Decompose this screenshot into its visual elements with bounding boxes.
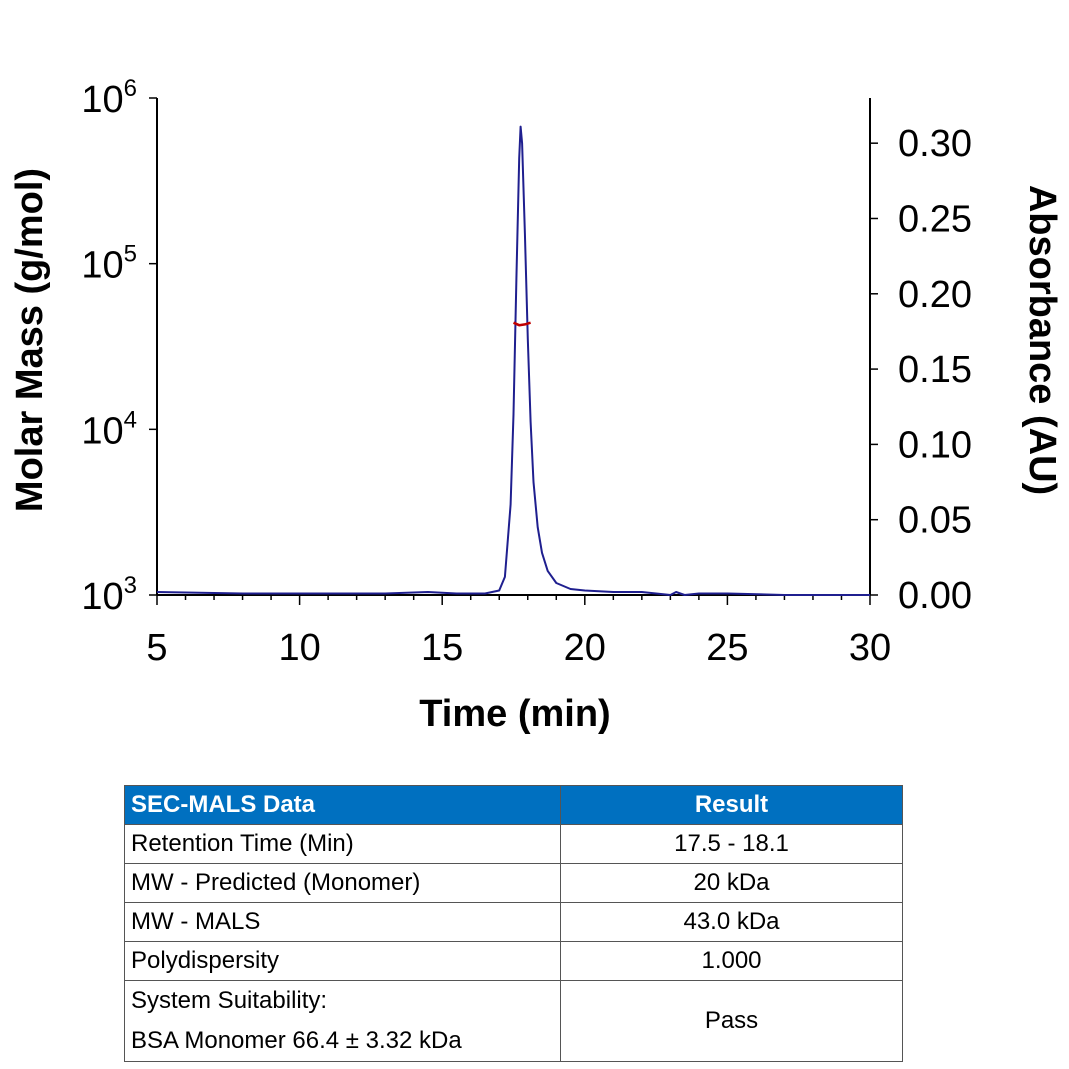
y-right-tick-label: 0.05 (898, 500, 972, 542)
table-cell-label: MW - Predicted (Monomer) (124, 863, 561, 903)
y-left-tick-label: 103 (81, 572, 137, 618)
table-cell-label-text: MW - MALS (131, 908, 261, 935)
table-cell-label-text: Polydispersity (131, 947, 280, 974)
absorbance-series (156, 125, 870, 596)
chart-ticks: 5 10 15 20 25 30 103 104 105 106 0.00 0.05 0.10 0.15 0… (81, 75, 972, 669)
table-row: MW - MALS 43.0 kDa (124, 902, 903, 942)
table-cell-value: 17.5 - 18.1 (560, 824, 903, 864)
y-left-tick-label: 104 (81, 406, 137, 452)
chart-series (156, 125, 870, 596)
chart-axes (156, 98, 871, 596)
table-cell-label-text: Retention Time (Min) (131, 830, 354, 857)
table-row: MW - Predicted (Monomer) 20 kDa (124, 863, 903, 903)
y-left-tick-label: 106 (81, 75, 137, 121)
table-cell-label-text: BSA Monomer 66.4 ± 3.32 kDa (131, 1027, 462, 1054)
molar-mass-series (512, 321, 531, 327)
table-header-data: SEC-MALS Data (124, 785, 561, 825)
y-right-tick-label: 0.20 (898, 274, 972, 316)
x-tick-label: 10 (278, 627, 320, 669)
x-tick-label: 30 (849, 627, 891, 669)
table-cell-label-text: MW - Predicted (Monomer) (131, 869, 421, 896)
table-cell-value: 20 kDa (560, 863, 903, 903)
y-right-tick-label: 0.30 (898, 123, 972, 165)
x-tick-label: 25 (706, 627, 748, 669)
table-row: Polydispersity 1.000 (124, 941, 903, 981)
table-cell-label: Retention Time (Min) (124, 824, 561, 864)
table-cell-value: Pass (560, 980, 903, 1062)
y-left-axis-title: Molar Mass (g/mol) (9, 168, 51, 512)
sec-mals-results-table: SEC-MALS Data Result Retention Time (Min… (124, 785, 903, 1062)
table-row: System Suitability: BSA Monomer 66.4 ± 3.… (124, 980, 903, 1062)
table-header-row: SEC-MALS Data Result (124, 785, 903, 825)
x-axis-title: Time (min) (419, 693, 610, 735)
table-header-result: Result (560, 785, 903, 825)
table-row: Retention Time (Min) 17.5 - 18.1 (124, 824, 903, 864)
y-right-tick-label: 0.25 (898, 198, 972, 240)
y-right-tick-label: 0.15 (898, 349, 972, 391)
y-right-tick-label: 0.00 (898, 575, 972, 617)
x-tick-label: 20 (564, 627, 606, 669)
table-body: Retention Time (Min) 17.5 - 18.1 MW - Pred… (124, 824, 903, 1062)
table-cell-label: Polydispersity (124, 941, 561, 981)
table-cell-label-text: System Suitability: (131, 987, 328, 1014)
x-tick-label: 15 (421, 627, 463, 669)
x-tick-label: 5 (146, 627, 167, 669)
y-left-tick-label: 105 (81, 241, 137, 287)
table-cell-value: 1.000 (560, 941, 903, 981)
table-cell-label: MW - MALS (124, 902, 561, 942)
table-cell-value: 43.0 kDa (560, 902, 903, 942)
sec-mals-chart: 5 10 15 20 25 30 103 104 105 106 0.00 0.05 0.10 0.15 0… (9, 75, 1063, 735)
y-right-axis-title: Absorbance (AU) (1021, 185, 1063, 495)
y-right-tick-label: 0.10 (898, 424, 972, 466)
table-cell-label: System Suitability: BSA Monomer 66.4 ± 3.… (124, 980, 561, 1062)
